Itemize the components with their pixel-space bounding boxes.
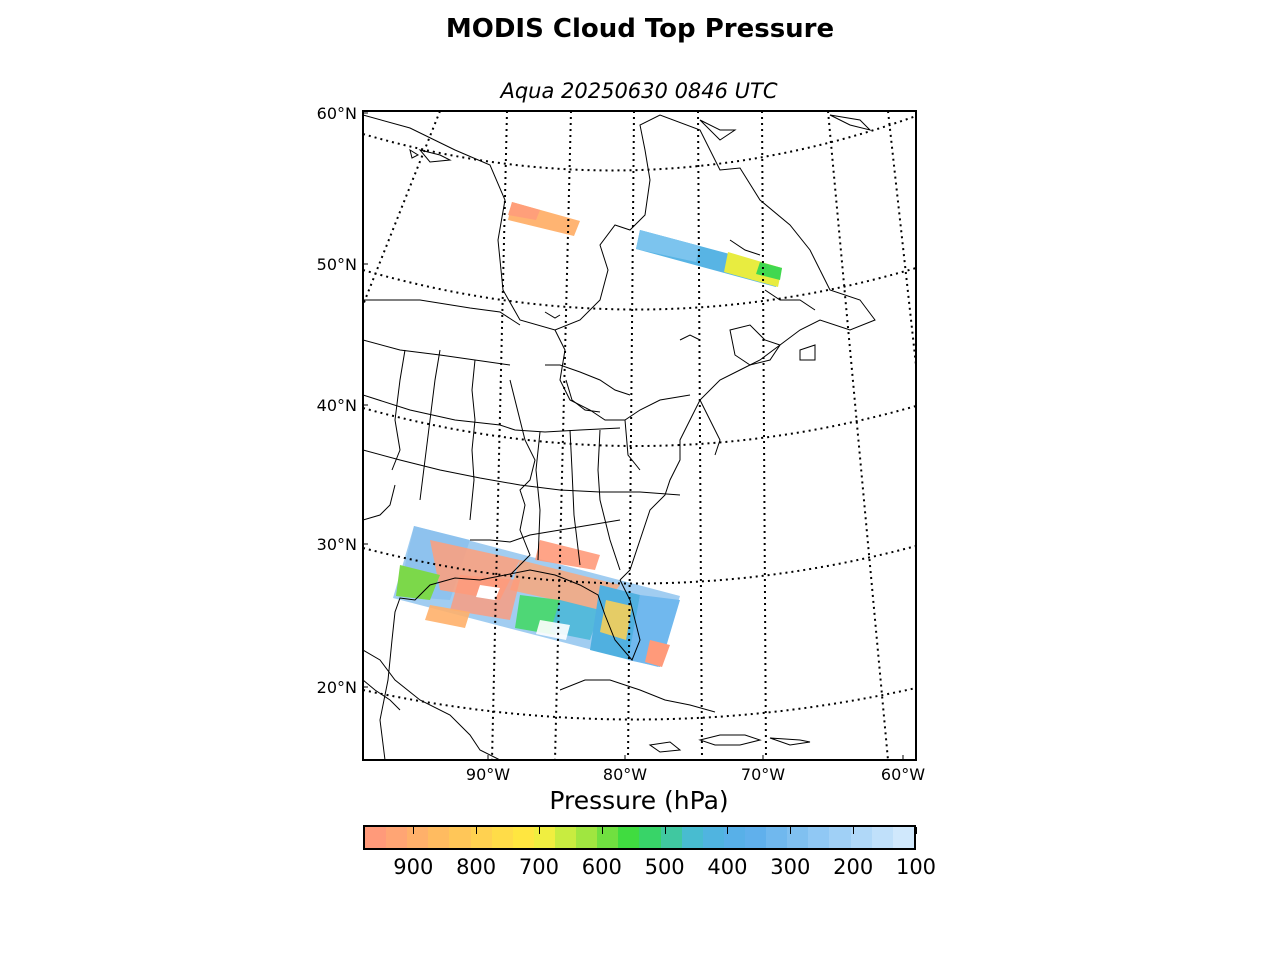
colorbar-cell (365, 827, 387, 848)
colorbar-cell (449, 827, 471, 848)
colorbar-cell (787, 827, 809, 848)
coastlines (363, 114, 876, 760)
colorbar-tick-label: 600 (581, 855, 622, 879)
map-content (363, 111, 916, 760)
colorbar-tick (601, 827, 603, 834)
colorbar-cell (808, 827, 830, 848)
colorbar-cell (639, 827, 661, 848)
colorbar-cell (386, 827, 408, 848)
colorbar-cell (723, 827, 745, 848)
graticule (363, 111, 916, 760)
colorbar-tick-label: 300 (770, 855, 811, 879)
colorbar-cell (766, 827, 788, 848)
colorbar-title: Pressure (hPa) (549, 786, 729, 815)
colorbar-cell (407, 827, 429, 848)
lon-label-70w: 70°W (740, 765, 786, 784)
colorbar-cell (618, 827, 640, 848)
colorbar (363, 825, 917, 850)
colorbar-tick-label: 900 (393, 855, 434, 879)
swath-north-east (636, 230, 782, 287)
colorbar-tick-label: 500 (644, 855, 685, 879)
colorbar-tick (727, 827, 729, 834)
colorbar-tick (538, 827, 540, 834)
colorbar-cell (850, 827, 872, 848)
lat-label-20n: 20°N (316, 678, 357, 697)
colorbar-cell (470, 827, 492, 848)
colorbar-tick (664, 827, 666, 834)
axis-ticks (363, 112, 904, 760)
colorbar-cell (829, 827, 851, 848)
colorbar-cell (681, 827, 703, 848)
lat-label-40n: 40°N (316, 396, 357, 415)
lon-label-60w: 60°W (880, 765, 926, 784)
lat-label-60n: 60°N (316, 104, 357, 123)
colorbar-cell (660, 827, 682, 848)
map-title: MODIS Cloud Top Pressure (445, 14, 835, 44)
swath-north-west (508, 202, 580, 236)
colorbar-cell (533, 827, 555, 848)
colorbar-tick-label: 400 (707, 855, 748, 879)
colorbar-cell (892, 827, 914, 848)
colorbar-tick (916, 827, 917, 834)
colorbar-cell (871, 827, 893, 848)
colorbar-cell (744, 827, 767, 848)
lat-label-50n: 50°N (316, 255, 357, 274)
colorbar-tick (413, 827, 415, 834)
colorbar-cell (491, 827, 513, 848)
colorbar-tick-label: 800 (456, 855, 497, 879)
swath-gulf (393, 526, 680, 667)
colorbar-tick-label: 700 (518, 855, 559, 879)
colorbar-cell (702, 827, 724, 848)
lon-label-80w: 80°W (602, 765, 648, 784)
colorbar-tick (476, 827, 478, 834)
lon-label-90w: 90°W (465, 765, 511, 784)
map-frame (362, 110, 917, 761)
colorbar-cell (554, 827, 577, 848)
lat-label-30n: 30°N (316, 535, 357, 554)
colorbar-tick (790, 827, 792, 834)
map-subtitle: Aqua 20250630 0846 UTC (500, 79, 778, 103)
colorbar-cell (576, 827, 598, 848)
colorbar-cell (512, 827, 534, 848)
colorbar-tick-label: 200 (833, 855, 874, 879)
colorbar-tick-label: 100 (895, 855, 937, 879)
colorbar-cell (428, 827, 450, 848)
colorbar-cell (597, 827, 619, 848)
colorbar-tick (853, 827, 855, 834)
